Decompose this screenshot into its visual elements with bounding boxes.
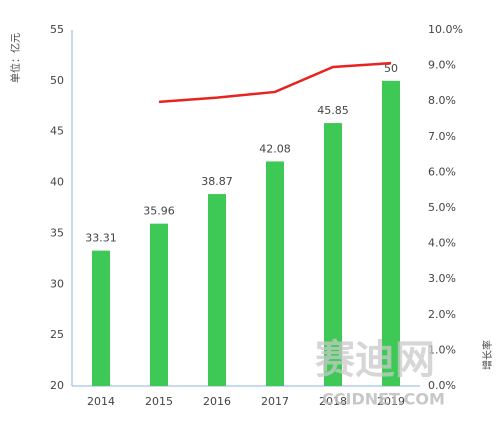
y2-tick-label: 2.0% <box>428 308 456 321</box>
bar <box>266 161 284 386</box>
data-label: 50 <box>384 62 398 75</box>
y2-tick-label: 6.0% <box>428 165 456 178</box>
y-tick-label: 35 <box>50 226 64 239</box>
x-tick-label: 2015 <box>145 395 173 408</box>
x-tick-label: 2014 <box>87 395 115 408</box>
y-axis-label: 单位：亿元 <box>9 33 22 83</box>
data-label: 42.08 <box>259 142 291 155</box>
watermark: 赛迪网 <box>315 337 435 383</box>
data-label: 45.85 <box>317 104 349 117</box>
bar <box>150 223 168 386</box>
y2-tick-label: 5.0% <box>428 201 456 214</box>
y2-tick-label: 4.0% <box>428 237 456 250</box>
y2-tick-label: 1.0% <box>428 343 456 356</box>
y2-tick-label: 8.0% <box>428 94 456 107</box>
y2-tick-label: 7.0% <box>428 130 456 143</box>
y2-axis-label: 增长率 <box>481 340 494 370</box>
y2-tick-label: 0.0% <box>428 379 456 392</box>
y-tick-label: 45 <box>50 125 64 138</box>
watermark-url: CCIDNET.COM <box>322 390 445 409</box>
y2-tick-label: 3.0% <box>428 272 456 285</box>
y-tick-label: 40 <box>50 176 64 189</box>
x-tick-label: 2016 <box>203 395 231 408</box>
x-tick-label: 2018 <box>319 395 347 408</box>
y-tick-label: 50 <box>50 74 64 87</box>
y-tick-label: 20 <box>50 379 64 392</box>
y2-tick-label: 10.0% <box>428 23 463 36</box>
y2-tick-label: 9.0% <box>428 59 456 72</box>
line <box>158 61 392 104</box>
data-label: 33.31 <box>85 232 117 245</box>
x-tick-label: 2017 <box>261 395 289 408</box>
bar <box>324 123 342 386</box>
bar <box>208 194 226 386</box>
y-tick-label: 55 <box>50 23 64 36</box>
y-tick-label: 25 <box>50 328 64 341</box>
bar <box>92 250 110 386</box>
y-tick-label: 30 <box>50 277 64 290</box>
x-tick-label: 2019 <box>377 395 405 408</box>
bar <box>382 80 400 386</box>
data-label: 38.87 <box>201 175 233 188</box>
data-label: 35.96 <box>143 205 175 218</box>
